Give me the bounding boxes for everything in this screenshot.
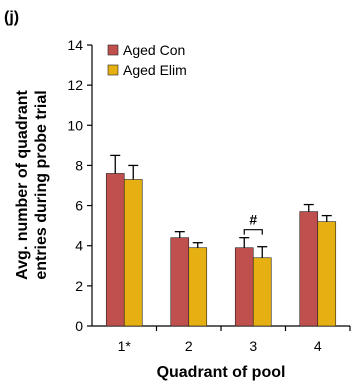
panel-label: (j) [4,9,19,26]
y-tick-label: 0 [75,318,83,334]
bar [317,221,337,327]
bar [105,173,125,327]
y-tick-label: 4 [75,238,83,254]
x-tick-label: 1* [118,338,132,354]
significance-label: # [249,212,257,228]
bar [234,247,254,327]
bar [299,211,319,327]
bar [252,257,272,327]
bar [123,179,143,327]
bars-group: # [105,154,337,327]
x-tick-label: 2 [185,338,193,354]
bar [188,247,208,327]
legend-label: Aged Elim [123,62,187,78]
y-tick-label: 12 [67,77,83,93]
x-tick-label: 3 [249,338,257,354]
y-tick-label: 6 [75,198,83,214]
y-tick-label: 8 [75,157,83,173]
y-tick-label: 14 [67,37,83,53]
axes: 0 2 4 6 8 10 12 14 1* 2 3 4 [67,37,351,354]
y-tick-label: 2 [75,278,83,294]
significance-bracket [243,229,263,235]
legend: Aged Con Aged Elim [107,42,187,78]
legend-swatch [107,44,119,56]
x-tick-label: 4 [314,338,322,354]
y-axis-title-line-2: entries during probe trial [33,90,50,279]
x-axis-title: Quadrant of pool [157,364,286,381]
bar [170,237,190,327]
y-tick-label: 10 [67,117,83,133]
legend-label: Aged Con [123,42,185,58]
y-axis-title-line-1: Avg. number of quadrant [14,90,31,280]
legend-swatch [107,64,119,76]
